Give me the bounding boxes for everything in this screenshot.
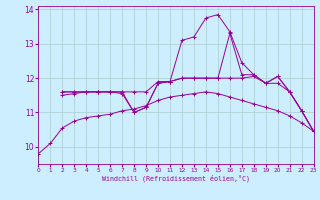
X-axis label: Windchill (Refroidissement éolien,°C): Windchill (Refroidissement éolien,°C) <box>102 175 250 182</box>
